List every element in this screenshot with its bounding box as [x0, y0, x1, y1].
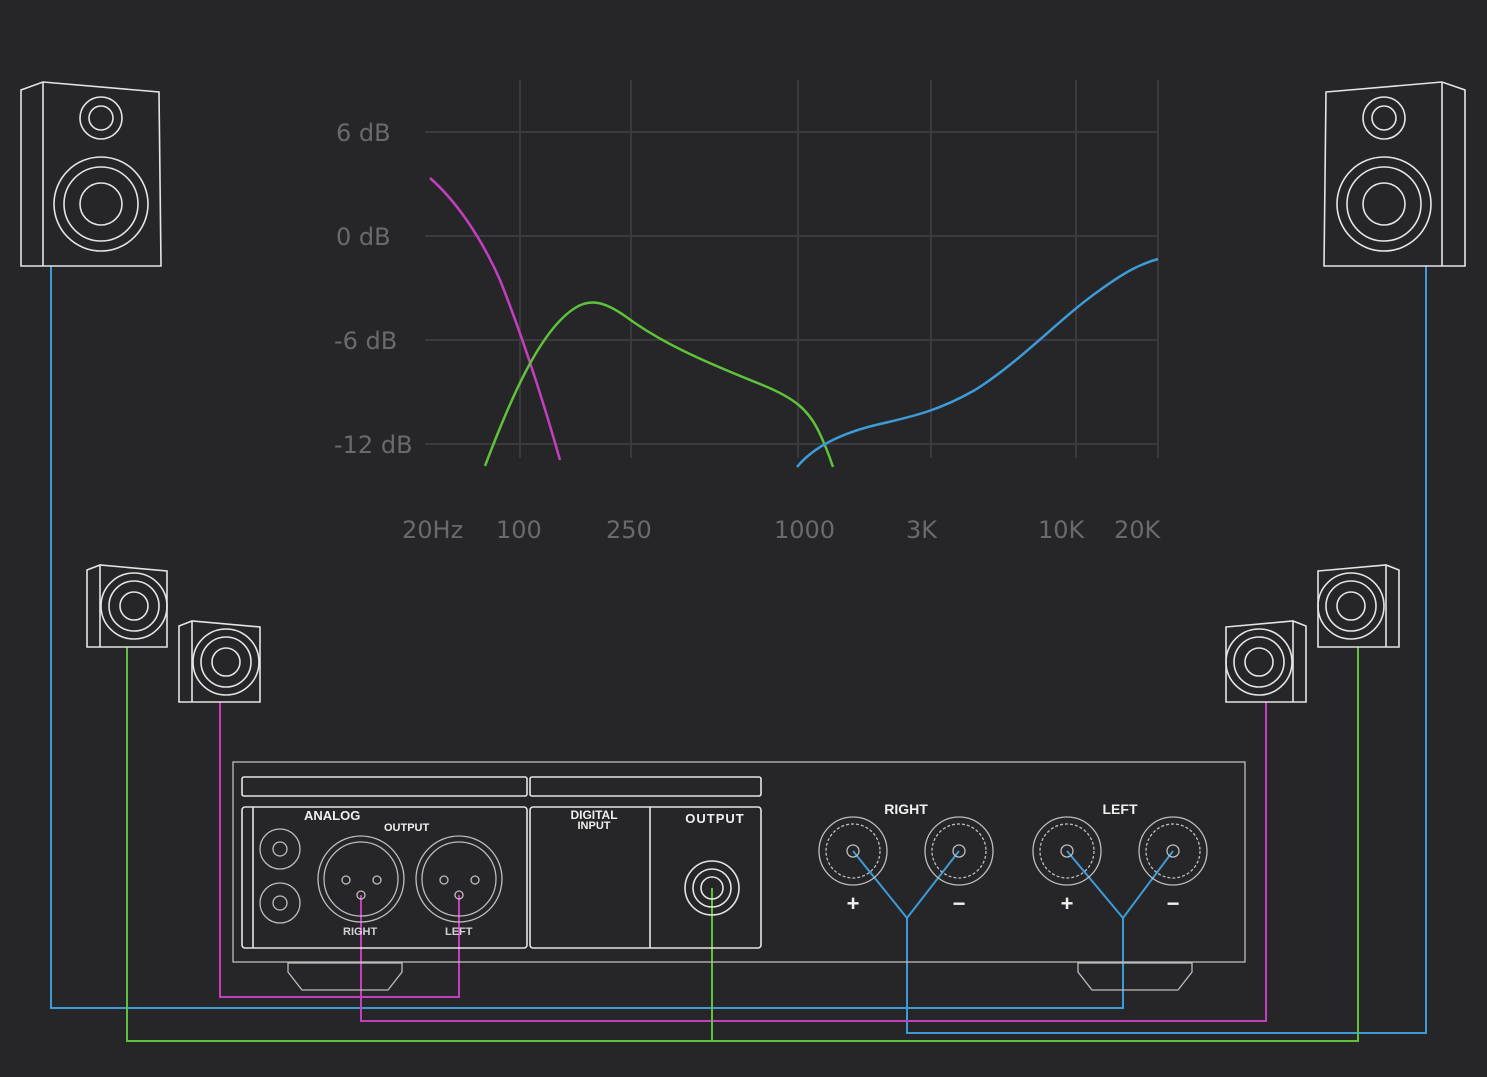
rca-jack	[259, 828, 301, 870]
xlr-right-connector	[317, 835, 405, 923]
subwoofer-response-curve	[429, 177, 562, 461]
digital-panel: DIGITAL INPUT OUTPUT	[529, 806, 762, 949]
output-label: OUTPUT	[384, 822, 430, 834]
minus-label: −	[953, 891, 966, 916]
x-tick-label: 1000	[774, 516, 835, 544]
minus-label: −	[1167, 891, 1180, 916]
y-tick-label: -12 dB	[334, 431, 413, 459]
y-tick-label: -6 dB	[334, 327, 397, 355]
blue-wire-right-main	[906, 266, 1427, 1034]
right-small-speaker-1	[1317, 564, 1400, 648]
digital-label: DIGITAL	[570, 808, 617, 822]
xlr-left-label: LEFT	[445, 926, 473, 938]
coax-output-jack	[684, 860, 740, 916]
x-tick-label: 20K	[1114, 516, 1162, 544]
analog-output-panel: ANALOG OUTPUT RIGHT LEFT	[241, 806, 528, 949]
plus-label: +	[847, 891, 860, 916]
amplifier: ANALOG OUTPUT RIGHT LEFT DIGITAL INPUT O…	[232, 761, 1246, 991]
x-tick-label: 250	[606, 516, 652, 544]
input-label: INPUT	[578, 820, 611, 832]
x-tick-label: 10K	[1038, 516, 1086, 544]
binding-post	[818, 816, 888, 886]
left-small-speaker-1	[86, 564, 168, 648]
xlr-right-label: RIGHT	[343, 926, 378, 938]
magenta-wire-right	[360, 702, 1267, 1022]
chart-grid	[425, 80, 1159, 458]
left-main-speaker	[20, 81, 162, 267]
right-main-speaker	[1323, 81, 1466, 267]
rca-jack	[259, 882, 301, 924]
green-wire	[126, 647, 1359, 1042]
mid-response-curve	[483, 301, 835, 468]
y-tick-label: 0 dB	[336, 223, 391, 251]
x-tick-label: 3K	[906, 516, 938, 544]
analog-label: ANALOG	[304, 808, 360, 823]
speaker-left-label: LEFT	[1103, 801, 1138, 817]
y-tick-label: 6 dB	[336, 119, 391, 147]
right-small-speaker-2	[1225, 620, 1307, 703]
digital-output-label: OUTPUT	[685, 811, 744, 826]
left-small-speaker-2	[178, 620, 261, 703]
plus-label: +	[1061, 891, 1074, 916]
speaker-right-label: RIGHT	[884, 801, 928, 817]
frequency-response-chart: 6 dB 0 dB -6 dB -12 dB 20Hz 100 250 1000…	[334, 80, 1162, 544]
x-tick-label: 20Hz	[402, 516, 463, 544]
high-response-curve	[796, 257, 1159, 468]
binding-post	[1032, 816, 1102, 886]
blue-wire-left-terminals	[1066, 850, 1174, 920]
xlr-left-connector	[415, 835, 503, 923]
magenta-wire-left	[219, 702, 460, 998]
binding-post	[1138, 816, 1208, 886]
x-tick-label: 100	[496, 516, 542, 544]
binding-post	[924, 816, 994, 886]
